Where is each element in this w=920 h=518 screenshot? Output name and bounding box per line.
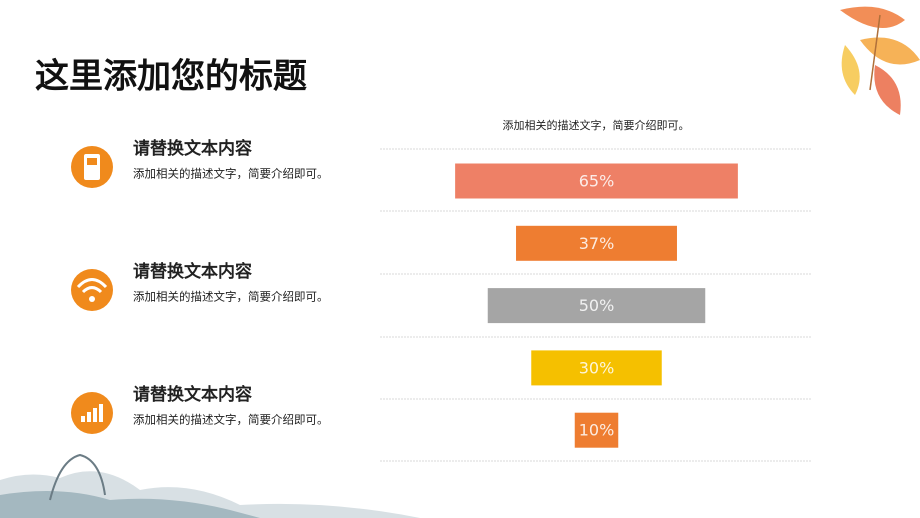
phone-icon [71, 146, 113, 188]
item-text: 添加相关的描述文字，简要介绍即可。 [133, 290, 329, 304]
leaf-decoration [840, 6, 920, 115]
bar [455, 163, 738, 199]
chart-title: 添加相关的描述文字，简要介绍即可。 [503, 118, 690, 132]
bar [574, 412, 619, 448]
wifi-icon [71, 269, 113, 311]
bar [516, 225, 677, 261]
item-heading: 请替换文本内容 [133, 384, 252, 405]
item-heading: 请替换文本内容 [133, 138, 252, 159]
item-text: 添加相关的描述文字，简要介绍即可。 [133, 167, 329, 181]
value-label: 50% [579, 296, 615, 315]
bar [487, 288, 706, 324]
slide-title: 这里添加您的标题 [35, 57, 307, 97]
value-label: 65% [579, 172, 615, 191]
value-label: 30% [579, 358, 615, 377]
bar [531, 350, 662, 386]
item-text: 添加相关的描述文字，简要介绍即可。 [133, 413, 329, 427]
signal-icon [71, 392, 113, 434]
item-heading: 请替换文本内容 [133, 261, 252, 282]
value-label: 10% [579, 421, 615, 440]
row-separators [380, 148, 812, 462]
value-label: 37% [579, 234, 615, 253]
landscape-decoration [0, 453, 420, 518]
